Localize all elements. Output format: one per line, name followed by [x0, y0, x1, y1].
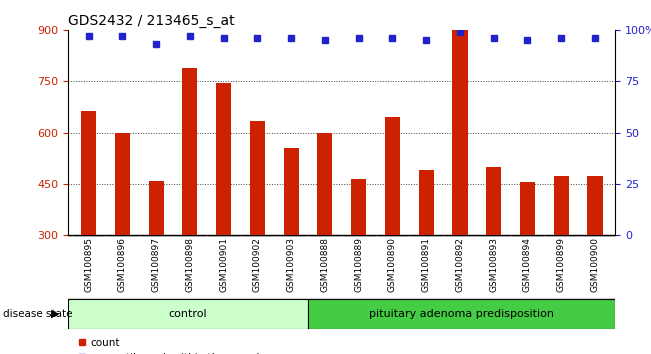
Bar — [553, 176, 569, 235]
Bar — [115, 133, 130, 235]
Text: GSM100891: GSM100891 — [422, 237, 431, 292]
Legend: count, percentile rank within the sample: count, percentile rank within the sample — [74, 334, 270, 354]
Text: GSM100889: GSM100889 — [354, 237, 363, 292]
Bar — [216, 83, 231, 235]
Text: GSM100888: GSM100888 — [320, 237, 329, 292]
Text: GDS2432 / 213465_s_at: GDS2432 / 213465_s_at — [68, 14, 235, 28]
Bar — [452, 30, 467, 235]
Bar — [486, 167, 501, 235]
Bar — [148, 181, 163, 235]
Bar — [385, 117, 400, 235]
Text: GSM100898: GSM100898 — [186, 237, 195, 292]
Text: GSM100893: GSM100893 — [489, 237, 498, 292]
Bar — [419, 170, 434, 235]
Bar — [351, 179, 367, 235]
Text: GSM100894: GSM100894 — [523, 237, 532, 292]
Text: disease state: disease state — [3, 309, 73, 319]
Text: GSM100899: GSM100899 — [557, 237, 566, 292]
Bar — [68, 299, 307, 329]
Bar — [520, 182, 535, 235]
Text: GSM100901: GSM100901 — [219, 237, 228, 292]
Bar — [182, 68, 197, 235]
Text: GSM100892: GSM100892 — [456, 237, 464, 292]
Text: GSM100902: GSM100902 — [253, 237, 262, 292]
Text: GSM100900: GSM100900 — [590, 237, 600, 292]
Bar — [81, 110, 96, 235]
Text: GSM100890: GSM100890 — [388, 237, 397, 292]
Bar — [284, 148, 299, 235]
Text: GSM100896: GSM100896 — [118, 237, 127, 292]
Text: ▶: ▶ — [51, 309, 60, 319]
Bar — [307, 299, 615, 329]
Bar — [317, 133, 333, 235]
Text: GSM100895: GSM100895 — [84, 237, 93, 292]
Text: GSM100897: GSM100897 — [152, 237, 161, 292]
Bar — [587, 176, 603, 235]
Text: pituitary adenoma predisposition: pituitary adenoma predisposition — [369, 309, 554, 319]
Text: GSM100903: GSM100903 — [286, 237, 296, 292]
Text: control: control — [169, 309, 207, 319]
Bar — [250, 121, 265, 235]
